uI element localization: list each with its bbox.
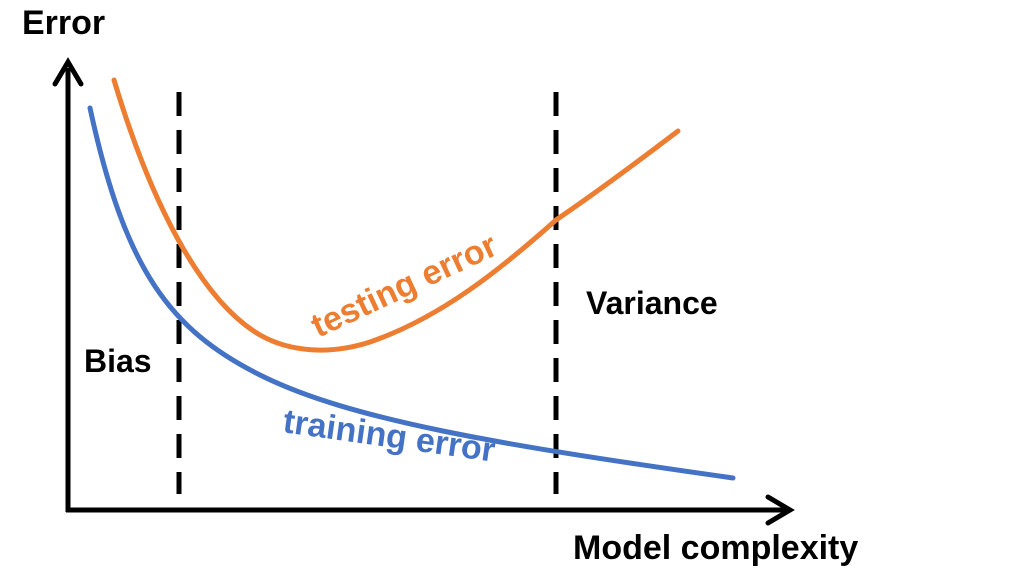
axes (52, 57, 795, 526)
bias-region-label: Bias (84, 343, 152, 379)
x-axis-title: Model complexity (573, 529, 858, 567)
testing-error-curve (111, 77, 681, 353)
training-error-curve (87, 105, 736, 481)
y-axis-arrowhead (52, 57, 84, 87)
variance-region-label: Variance (586, 285, 718, 321)
y-axis-title: Error (22, 4, 105, 42)
training-error-label: training error (281, 402, 498, 469)
x-axis-arrowhead (765, 494, 795, 526)
